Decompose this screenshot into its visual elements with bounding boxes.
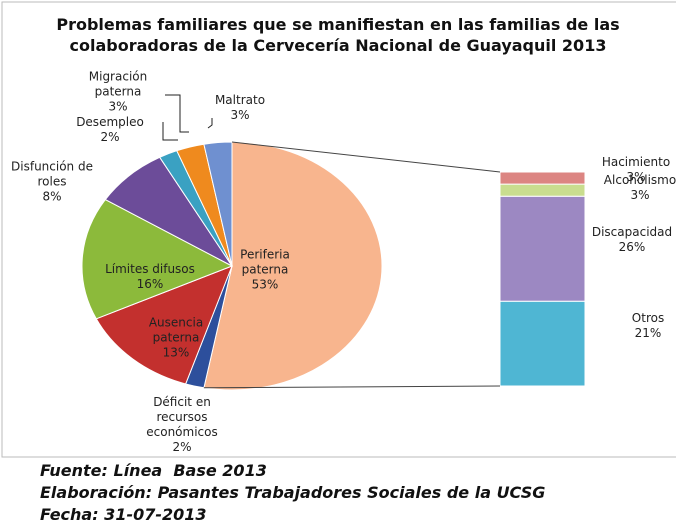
slice-name: Migración paterna [88, 69, 148, 99]
slice-label: Ausencia paterna 13% [136, 316, 216, 361]
slice-value: 53% [251, 277, 279, 292]
footnote: Fecha: 31-07-2013 [40, 505, 207, 524]
bar-value: 21% [634, 326, 662, 340]
bar-name: Alcoholismo [603, 173, 676, 187]
bar-label: Alcoholismo 3% [604, 173, 676, 203]
bar-label: Hacimiento 3% [602, 155, 670, 185]
bar-segment [499, 183, 586, 197]
slice-name: Desempleo [76, 115, 144, 129]
slice-value: 13% [162, 345, 190, 360]
slice-value: 8% [42, 189, 62, 204]
connector-line [231, 141, 501, 173]
bar-label: Otros 21% [632, 311, 664, 341]
bar-segment [499, 195, 586, 302]
slice-name: Ausencia paterna [148, 315, 204, 345]
slice-label: Déficit en recursos económicos 2% [135, 395, 230, 455]
leader-line [207, 118, 213, 129]
slice-label: Periferia paterna 53% [228, 248, 303, 293]
leaders [162, 94, 213, 141]
bar-name: Discapacidad [591, 225, 673, 239]
slice-name: Límites difusos [105, 262, 195, 276]
slice-value: 2% [100, 130, 120, 144]
slice-name: Maltrato [214, 93, 266, 107]
leader-line [165, 94, 189, 133]
bar-label: Discapacidad 26% [592, 225, 672, 255]
slice-value: 3% [230, 108, 250, 122]
chart-frame [1, 1, 676, 458]
pie-slice [81, 198, 234, 320]
slice-label: Maltrato 3% [200, 93, 280, 123]
slice-name: Periferia paterna [240, 247, 290, 277]
plot [81, 141, 586, 391]
bar-value: 3% [630, 188, 650, 202]
pie-slice [95, 265, 233, 385]
bar-segment [499, 300, 586, 387]
slice-value: 2% [172, 440, 192, 454]
bar-value: 26% [618, 240, 646, 254]
slice-value: 16% [136, 277, 164, 291]
bar-name: Hacimiento [601, 155, 671, 169]
slice-name: Déficit en recursos económicos [146, 395, 218, 439]
pie-slice [203, 141, 233, 267]
pie-slice [203, 141, 383, 391]
footnote: Elaboración: Pasantes Trabajadores Socia… [40, 483, 546, 502]
slice-label: Migración paterna 3% [78, 70, 158, 115]
slice-name: Disfunción de roles [11, 159, 93, 189]
footnote: Fuente: Línea Base 2013 [40, 461, 267, 480]
connector-line [203, 385, 501, 389]
bar-value: 3% [626, 170, 646, 184]
bar-name: Otros [631, 311, 665, 325]
slice-label: Desempleo 2% [65, 115, 155, 145]
slice-label: Disfunción de roles 8% [0, 160, 107, 205]
leader-line [162, 122, 178, 141]
slice-value: 3% [108, 99, 128, 114]
chart-title: Problemas familiares que se manifiestan … [56, 15, 620, 55]
bar-segment [499, 171, 586, 185]
slice-label: Límites difusos 16% [90, 262, 210, 292]
